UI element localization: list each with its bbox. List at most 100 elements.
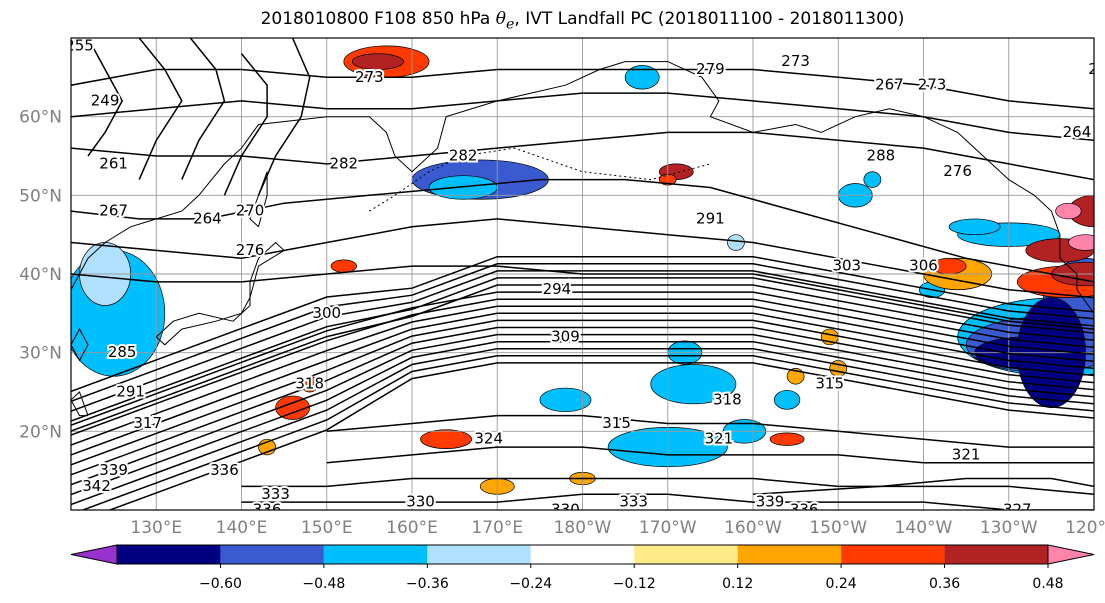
colorbar-segment	[944, 545, 1048, 564]
colorbar-min-extend	[70, 544, 118, 565]
contour-line	[71, 305, 1094, 446]
contour-label: 309	[551, 327, 580, 345]
contour-line	[752, 477, 1094, 496]
contour-line	[241, 493, 1094, 510]
ivt-blob	[863, 171, 882, 188]
contour-line	[138, 38, 183, 180]
contour-label: 333	[619, 493, 648, 511]
lon-label: 120°W	[1065, 518, 1105, 538]
contour-label: 306	[909, 257, 938, 275]
contour-label: 255	[65, 36, 94, 54]
contour-label: 321	[705, 430, 734, 448]
lon-label: 130°E	[130, 518, 182, 538]
colorbar-tick-label: 0.48	[1032, 576, 1063, 592]
contour-label: 264	[193, 209, 222, 227]
contour-label: 267	[1088, 60, 1105, 78]
contour-line	[326, 446, 1094, 464]
contour-label: 276	[943, 162, 972, 180]
colorbar-max-extend	[1047, 544, 1095, 565]
contour-line	[223, 53, 268, 196]
contour-label: 267	[875, 76, 904, 94]
contour-label: 324	[474, 430, 503, 448]
lat-label: 30°N	[19, 344, 62, 364]
colorbar-tick-label: −0.48	[302, 576, 345, 592]
ivt-blob	[773, 390, 801, 410]
lon-label: 140°W	[895, 518, 953, 538]
contour-line	[71, 326, 1094, 476]
contour-label: 327	[1003, 501, 1032, 519]
lon-label: 170°W	[639, 518, 697, 538]
ivt-blob	[727, 234, 745, 251]
colorbar-tick-label: −0.36	[406, 576, 449, 592]
contour-label: 294	[543, 280, 572, 298]
contour-label: 273	[918, 76, 947, 94]
ivt-blob	[420, 429, 473, 449]
ivt-blob	[330, 259, 357, 273]
contour-label: 318	[713, 390, 742, 408]
island-chain	[369, 147, 711, 212]
lon-label: 130°W	[980, 518, 1038, 538]
lon-label: 170°E	[471, 518, 523, 538]
contour-label: 282	[329, 154, 358, 172]
contour-line	[71, 265, 1094, 330]
contour-line	[71, 277, 1094, 422]
lon-label: 140°E	[216, 518, 268, 538]
lon-label: 150°W	[809, 518, 867, 538]
latitude-labels: 60°N 50°N 40°N 30°N 20°N	[19, 108, 62, 443]
colorbar-segment	[117, 545, 221, 564]
contour-label: 303	[832, 257, 861, 275]
contour-line	[71, 333, 1094, 486]
contour-label: 339	[756, 493, 785, 511]
lat-label: 50°N	[19, 186, 62, 206]
contour-labels: 255 273 249 261 267 264 270 276 282 282 279 273 267 2…	[65, 36, 1105, 519]
ivt-blob	[948, 218, 1001, 236]
colorbar-tick-labels: −0.60 −0.48 −0.36 −0.24 −0.12 0.12 0.24 0.36 0.4…	[199, 564, 1064, 592]
lon-label: 150°E	[301, 518, 353, 538]
contour-label: 276	[236, 241, 265, 259]
contour-line	[71, 312, 1094, 456]
contour-label: 330	[551, 501, 580, 519]
contour-label: 333	[261, 485, 290, 503]
colorbar-segment	[530, 545, 635, 564]
colorbar-segment	[634, 545, 738, 564]
contour-label: 273	[781, 52, 810, 70]
contour-line	[71, 340, 1094, 496]
contour-label: 270	[236, 202, 265, 220]
theta-e-contours	[71, 38, 1094, 510]
contour-label: 318	[295, 375, 324, 393]
contour-line	[71, 68, 1094, 110]
contour-line	[107, 362, 1094, 510]
contour-label: 315	[602, 414, 631, 432]
contour-label: 336	[790, 501, 819, 519]
contour-label: 315	[815, 375, 844, 393]
contour-line	[71, 218, 1094, 299]
longitude-labels: 130°E 140°E 150°E 160°E 170°E 180°W 170°W 160°W…	[130, 518, 1105, 538]
contour-line	[71, 270, 1094, 412]
contour-label: 291	[116, 383, 145, 401]
contour-label: 267	[99, 202, 128, 220]
colorbar-tick-label: 0.36	[929, 576, 960, 592]
ivt-blob	[624, 65, 660, 90]
lat-label: 60°N	[19, 108, 62, 128]
contour-label: 273	[355, 68, 384, 86]
contour-line	[71, 347, 1094, 506]
ivt-blob	[1055, 202, 1082, 220]
colorbar-segment	[737, 545, 842, 564]
colorbar-segment	[220, 545, 324, 564]
contour-label: 342	[82, 477, 111, 495]
contour-line	[181, 38, 226, 180]
ivt-shading	[71, 45, 1094, 495]
coastline	[71, 328, 89, 362]
ivt-blob	[1068, 234, 1094, 251]
coastline	[249, 171, 268, 228]
colorbar-segment	[323, 545, 428, 564]
contour-line	[71, 263, 1094, 403]
contour-line	[71, 291, 1094, 426]
ivt-blob	[786, 368, 805, 385]
contour-label: 339	[99, 461, 128, 479]
contour-line	[87, 38, 124, 157]
colorbar-segment	[427, 545, 531, 564]
contour-line	[80, 355, 1094, 510]
ivt-blob	[275, 395, 311, 420]
